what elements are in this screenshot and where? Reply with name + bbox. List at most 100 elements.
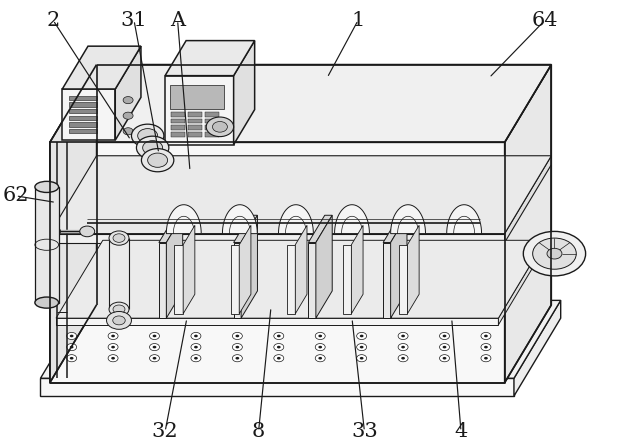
Text: 8: 8 (252, 422, 265, 441)
Text: 64: 64 (532, 11, 558, 29)
Circle shape (277, 335, 281, 337)
Polygon shape (391, 205, 426, 234)
Polygon shape (69, 116, 97, 120)
Circle shape (191, 332, 201, 340)
Polygon shape (56, 240, 545, 318)
Polygon shape (69, 122, 97, 127)
Circle shape (111, 357, 115, 360)
Polygon shape (383, 243, 391, 318)
Polygon shape (241, 215, 257, 318)
Circle shape (398, 332, 408, 340)
Polygon shape (231, 245, 239, 314)
Circle shape (315, 344, 325, 351)
Circle shape (398, 355, 408, 362)
Polygon shape (407, 225, 419, 314)
Circle shape (523, 231, 586, 276)
Circle shape (212, 121, 227, 132)
Circle shape (45, 226, 60, 237)
Circle shape (107, 312, 131, 329)
Polygon shape (171, 119, 185, 123)
Polygon shape (222, 205, 257, 234)
Circle shape (484, 335, 488, 337)
Circle shape (274, 332, 284, 340)
Circle shape (150, 332, 159, 340)
Polygon shape (50, 142, 505, 383)
Polygon shape (391, 215, 407, 318)
Polygon shape (171, 112, 185, 117)
Polygon shape (171, 125, 185, 130)
Circle shape (442, 346, 447, 348)
Circle shape (67, 355, 77, 362)
Polygon shape (308, 215, 332, 243)
Polygon shape (234, 215, 257, 243)
Circle shape (108, 332, 118, 340)
Circle shape (123, 128, 133, 135)
Circle shape (484, 357, 488, 360)
Polygon shape (205, 132, 219, 137)
Text: 2: 2 (46, 11, 60, 29)
Circle shape (235, 346, 239, 348)
Circle shape (150, 344, 159, 351)
Polygon shape (498, 240, 545, 325)
Circle shape (194, 335, 198, 337)
Polygon shape (514, 300, 561, 396)
Circle shape (318, 335, 322, 337)
Circle shape (232, 332, 242, 340)
Circle shape (277, 346, 281, 348)
Circle shape (318, 346, 322, 348)
Polygon shape (166, 205, 201, 234)
Polygon shape (40, 300, 561, 378)
Text: 33: 33 (351, 422, 378, 441)
Circle shape (111, 335, 115, 337)
Polygon shape (205, 119, 219, 123)
Polygon shape (62, 46, 141, 89)
Polygon shape (239, 225, 251, 314)
Polygon shape (234, 243, 241, 318)
Circle shape (235, 357, 239, 360)
Circle shape (398, 344, 408, 351)
Circle shape (150, 355, 159, 362)
Polygon shape (505, 156, 551, 243)
Text: 62: 62 (2, 186, 29, 205)
Circle shape (274, 344, 284, 351)
Polygon shape (165, 76, 234, 145)
Circle shape (70, 335, 74, 337)
Polygon shape (399, 245, 407, 314)
Circle shape (442, 357, 447, 360)
Circle shape (136, 136, 169, 159)
Polygon shape (69, 109, 97, 113)
Polygon shape (188, 119, 202, 123)
Circle shape (440, 332, 450, 340)
Polygon shape (56, 318, 498, 325)
Polygon shape (174, 245, 183, 314)
Polygon shape (295, 225, 307, 314)
Polygon shape (188, 125, 202, 130)
Polygon shape (308, 243, 316, 318)
Circle shape (274, 355, 284, 362)
Polygon shape (343, 245, 351, 314)
Circle shape (191, 355, 201, 362)
Circle shape (113, 316, 125, 325)
Circle shape (401, 346, 405, 348)
Circle shape (206, 117, 234, 137)
Text: 4: 4 (454, 422, 468, 441)
Circle shape (131, 124, 164, 147)
Polygon shape (50, 234, 505, 243)
Polygon shape (278, 205, 313, 234)
Circle shape (153, 357, 156, 360)
Circle shape (315, 355, 325, 362)
Polygon shape (205, 112, 219, 117)
Circle shape (277, 357, 281, 360)
Polygon shape (205, 125, 219, 130)
Circle shape (108, 344, 118, 351)
Circle shape (481, 355, 491, 362)
Circle shape (113, 305, 125, 314)
Circle shape (153, 346, 156, 348)
Polygon shape (383, 215, 407, 243)
Circle shape (484, 346, 488, 348)
Polygon shape (188, 132, 202, 137)
Circle shape (138, 129, 158, 143)
Circle shape (442, 335, 447, 337)
Text: 32: 32 (152, 422, 178, 441)
Polygon shape (335, 205, 369, 234)
